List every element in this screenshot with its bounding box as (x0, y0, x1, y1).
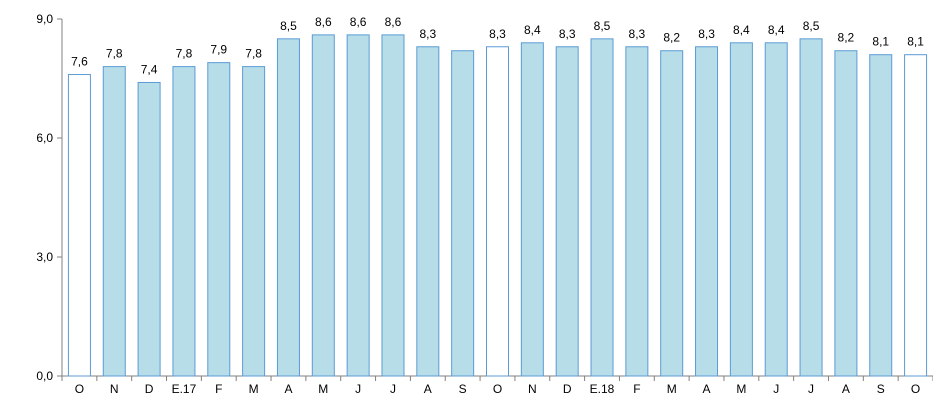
data-label-2: 7,4 (141, 62, 158, 76)
category-label-8: J (355, 382, 361, 396)
bar-22 (834, 50, 858, 377)
category-label-14: D (563, 382, 572, 396)
category-label-17: M (667, 382, 677, 396)
data-label-1: 7,8 (106, 47, 123, 61)
category-label-5: M (249, 382, 259, 396)
bar-24 (904, 54, 928, 377)
bar-7 (311, 34, 335, 377)
bar-0 (67, 74, 91, 377)
bar-9 (381, 34, 405, 377)
data-label-23: 8,1 (872, 35, 889, 49)
bar-19 (729, 42, 753, 377)
category-label-7: M (318, 382, 328, 396)
data-label-19: 8,4 (733, 23, 750, 37)
category-label-22: A (842, 382, 850, 396)
data-label-17: 8,2 (663, 31, 680, 45)
bar-3 (172, 66, 196, 377)
data-label-22: 8,2 (838, 31, 855, 45)
category-label-3: E.17 (172, 382, 197, 396)
bar-20 (764, 42, 788, 377)
bar-23 (869, 54, 893, 377)
category-label-13: N (528, 382, 537, 396)
category-label-9: J (390, 382, 396, 396)
data-label-0: 7,6 (71, 55, 88, 69)
data-label-13: 8,4 (524, 23, 541, 37)
data-label-7: 8,6 (315, 15, 332, 29)
category-label-6: A (284, 382, 292, 396)
category-label-2: D (145, 382, 154, 396)
y-tick-label: 9,0 (36, 12, 53, 26)
data-label-24: 8,1 (907, 35, 924, 49)
category-label-1: N (110, 382, 119, 396)
data-label-10: 8,3 (419, 27, 436, 41)
data-label-5: 7,8 (245, 47, 262, 61)
category-label-18: A (703, 382, 711, 396)
bar-14 (555, 46, 579, 377)
data-label-4: 7,9 (210, 43, 227, 57)
data-label-9: 8,6 (385, 15, 402, 29)
bar-4 (207, 62, 231, 377)
category-label-15: E.18 (590, 382, 615, 396)
bar-15 (590, 38, 614, 377)
data-label-12: 8,3 (489, 27, 506, 41)
bar-16 (625, 46, 649, 377)
bar-8 (346, 34, 370, 377)
data-label-21: 8,5 (803, 19, 820, 33)
category-label-12: O (493, 382, 502, 396)
x-axis: O N D E.17 F M A M J J A S O N D E.18 F M A M J J A S O (61, 375, 933, 396)
bar-2 (137, 81, 161, 377)
bar-21 (799, 38, 823, 377)
category-label-20: J (773, 382, 779, 396)
data-label-6: 8,5 (280, 19, 297, 33)
bar-17 (660, 50, 684, 377)
category-label-19: M (736, 382, 746, 396)
y-tick-label: 6,0 (36, 131, 53, 145)
data-label-16: 8,3 (629, 27, 646, 41)
data-label-3: 7,8 (176, 47, 193, 61)
y-tick-label: 0,0 (36, 369, 53, 383)
bars (67, 34, 928, 377)
bar-6 (276, 38, 300, 377)
data-label-8: 8,6 (350, 15, 367, 29)
data-label-18: 8,3 (698, 27, 715, 41)
bar-13 (520, 42, 544, 377)
data-labels: 7,6 7,8 7,4 7,8 7,9 7,8 8,5 8,6 8,6 8,6 8,3 8,3 8,4 8… (71, 15, 924, 77)
category-label-24: O (911, 382, 920, 396)
data-label-15: 8,5 (594, 19, 611, 33)
data-label-14: 8,3 (559, 27, 576, 41)
category-label-0: O (75, 382, 84, 396)
bar-12 (486, 46, 509, 377)
y-tick-label: 3,0 (36, 250, 53, 264)
bar-18 (695, 46, 719, 377)
bar-11 (451, 50, 475, 377)
category-label-21: J (808, 382, 814, 396)
bar-5 (242, 66, 266, 377)
bar-10 (416, 46, 440, 377)
category-label-10: A (424, 382, 432, 396)
category-label-23: S (877, 382, 885, 396)
bar-1 (102, 66, 126, 377)
category-label-11: S (459, 382, 467, 396)
category-label-16: F (633, 382, 640, 396)
data-label-20: 8,4 (768, 23, 785, 37)
y-axis: 0,0 3,0 6,0 9,0 (36, 12, 63, 383)
category-label-4: F (215, 382, 222, 396)
